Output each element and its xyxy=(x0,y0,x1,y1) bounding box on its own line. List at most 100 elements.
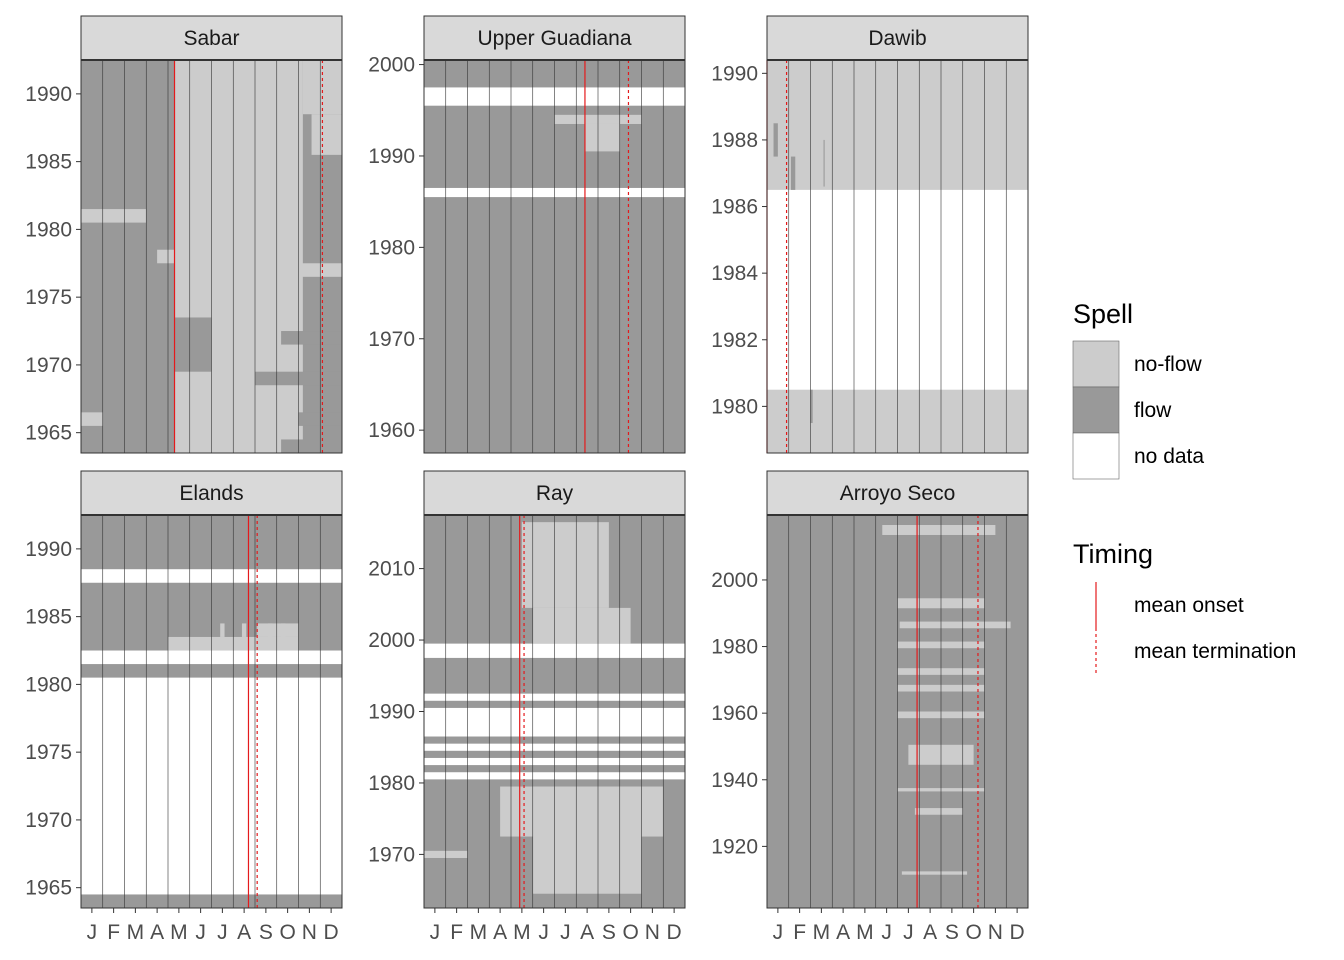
y-tick-label: 1960 xyxy=(711,702,758,725)
spell-block xyxy=(311,114,342,155)
spell-block xyxy=(790,156,796,190)
facet-strip-label: Ray xyxy=(536,482,574,505)
y-tick-label: 1980 xyxy=(368,772,415,795)
x-tick-label: S xyxy=(259,921,273,944)
y-tick-label: 1920 xyxy=(711,835,758,858)
facet-strip-label: Dawib xyxy=(868,27,926,50)
spell-block xyxy=(532,607,631,644)
facet-panel: Sabar 1965 1970 1975 1980 1985 1990 xyxy=(25,15,343,454)
y-tick-label: 1990 xyxy=(711,62,758,85)
spell-block xyxy=(281,623,286,637)
x-tick-label: A xyxy=(150,921,164,944)
y-tick-label: 1980 xyxy=(25,218,72,241)
spell-block xyxy=(823,139,825,187)
x-tick-label: A xyxy=(493,921,507,944)
y-tick-label: 1986 xyxy=(711,196,758,219)
y-tick-label: 1975 xyxy=(25,286,72,309)
spell-block xyxy=(220,623,225,637)
x-tick-label: D xyxy=(1010,921,1025,944)
spell-block xyxy=(882,524,996,535)
spell-block xyxy=(281,439,342,453)
x-tick-label: M xyxy=(170,921,188,944)
y-tick-label: 1982 xyxy=(711,329,758,352)
spell-block xyxy=(521,522,609,608)
spell-block xyxy=(257,623,299,637)
x-tick-label: N xyxy=(302,921,317,944)
facet-strip xyxy=(423,15,686,61)
legend-label-termination: mean termination xyxy=(1134,640,1296,663)
y-tick-label: 1985 xyxy=(25,151,72,174)
y-tick-label: 1990 xyxy=(368,145,415,168)
x-tick-label: J xyxy=(217,921,228,944)
spell-block xyxy=(281,331,342,345)
y-tick-label: 1965 xyxy=(25,877,72,900)
facet-strip-label: Elands xyxy=(179,482,243,505)
facet-strip xyxy=(80,15,343,61)
legend-key-noflow xyxy=(1072,340,1120,388)
facet-strip-label: Upper Guadiana xyxy=(477,27,631,50)
spell-block xyxy=(302,60,342,115)
spell-block xyxy=(241,623,247,637)
spell-block xyxy=(174,168,190,223)
y-tick-label: 1970 xyxy=(368,843,415,866)
spell-block xyxy=(584,123,620,152)
x-tick-label: N xyxy=(645,921,660,944)
spell-block xyxy=(899,621,1011,629)
facet-strip xyxy=(80,470,343,516)
x-tick-label: D xyxy=(324,921,339,944)
legend-label-noflow: no-flow xyxy=(1134,353,1203,376)
facet-strip-label: Sabar xyxy=(183,27,239,50)
y-tick-label: 1970 xyxy=(25,809,72,832)
x-tick-label: J xyxy=(538,921,549,944)
x-tick-label: O xyxy=(279,921,295,944)
spell-block xyxy=(500,786,664,837)
y-tick-label: 1980 xyxy=(368,236,415,259)
x-tick-label: A xyxy=(836,921,850,944)
x-tick-label: S xyxy=(945,921,959,944)
y-tick-label: 2000 xyxy=(368,629,415,652)
spell-block xyxy=(81,209,147,223)
y-tick-label: 2010 xyxy=(368,558,415,581)
spell-block xyxy=(901,871,968,875)
spell-block xyxy=(174,60,303,453)
spell-block xyxy=(914,808,963,815)
legend: Spell no-flow flow no data Timing mean onset m… xyxy=(1072,299,1296,674)
y-tick-label: 1985 xyxy=(25,606,72,629)
x-tick-label: J xyxy=(903,921,914,944)
facet-strip xyxy=(766,470,1029,516)
y-tick-label: 1988 xyxy=(711,129,758,152)
spell-block xyxy=(268,623,273,637)
x-tick-label: M xyxy=(513,921,531,944)
facet-panel: Dawib 1980 1982 1984 1986 1988 1990 xyxy=(711,15,1029,454)
legend-key-nodata xyxy=(1072,432,1120,480)
y-tick-label: 1980 xyxy=(711,636,758,659)
x-tick-label: M xyxy=(856,921,874,944)
y-tick-label: 1970 xyxy=(368,328,415,351)
legend-label-flow: flow xyxy=(1134,399,1172,422)
x-tick-label: J xyxy=(87,921,98,944)
x-tick-label: O xyxy=(965,921,981,944)
y-tick-label: 1960 xyxy=(368,419,415,442)
x-tick-label: J xyxy=(560,921,571,944)
spell-block xyxy=(773,123,778,157)
x-tick-label: F xyxy=(793,921,806,944)
x-tick-label: M xyxy=(813,921,831,944)
y-tick-label: 2000 xyxy=(711,569,758,592)
legend-title-timing: Timing xyxy=(1073,539,1153,569)
y-tick-label: 1984 xyxy=(711,262,758,285)
x-tick-label: D xyxy=(667,921,682,944)
spell-block xyxy=(174,317,212,372)
y-tick-label: 2000 xyxy=(368,54,415,77)
y-tick-label: 1980 xyxy=(25,673,72,696)
y-tick-label: 1980 xyxy=(711,395,758,418)
y-tick-label: 1990 xyxy=(25,538,72,561)
y-tick-label: 1990 xyxy=(25,83,72,106)
x-tick-label: N xyxy=(988,921,1003,944)
legend-label-onset: mean onset xyxy=(1134,594,1244,617)
spell-block xyxy=(810,389,813,424)
y-tick-label: 1990 xyxy=(368,701,415,724)
facet-panels: Sabar 1965 1970 1975 1980 1985 1990 Upper Guadi… xyxy=(25,15,1029,944)
